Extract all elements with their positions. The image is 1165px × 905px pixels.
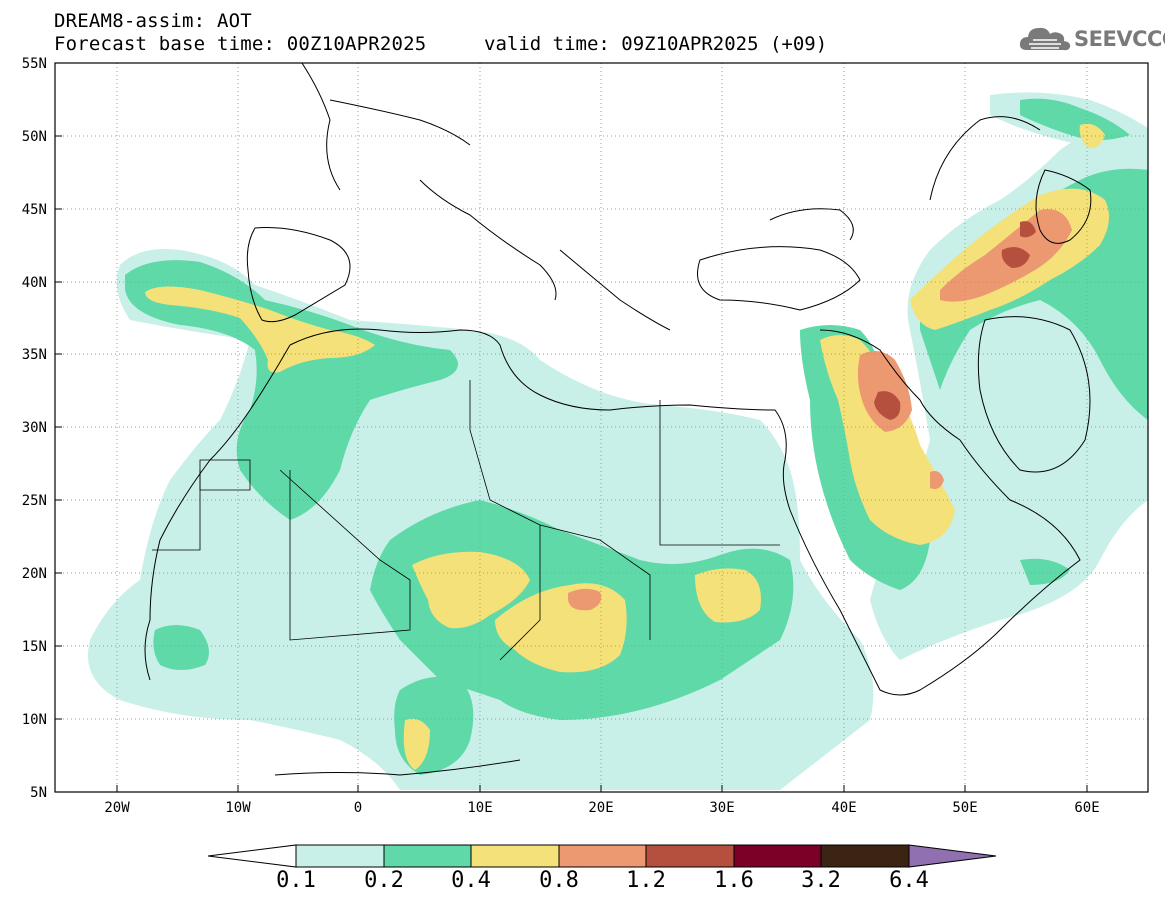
- lat-label: 45N: [22, 202, 47, 218]
- country-borders: [152, 380, 780, 661]
- colorbar-label: 0.2: [364, 868, 404, 893]
- logo-text: SEEVCCC: [1074, 27, 1165, 51]
- colorbar-swatch: [558, 844, 647, 868]
- colorbar-swatch: [733, 844, 822, 868]
- lat-label: 10N: [22, 712, 47, 728]
- colorbar-label: 3.2: [801, 868, 841, 893]
- colorbar-label: 0.1: [276, 868, 316, 893]
- lon-label: 20E: [588, 800, 613, 816]
- colorbar-label: 0.4: [451, 868, 491, 893]
- lat-label: 20N: [22, 566, 47, 582]
- lat-label: 30N: [22, 420, 47, 436]
- cloud-icon: [1019, 27, 1071, 51]
- seevccc-logo: SEEVCCC: [1017, 22, 1165, 58]
- lon-label: 20W: [104, 800, 130, 816]
- map-title: DREAM8-assim: AOT: [54, 10, 252, 32]
- coastlines: [144, 63, 1092, 776]
- colorbar-label: 1.6: [714, 868, 754, 893]
- colorbar-swatch: [645, 844, 735, 868]
- lat-label: 35N: [22, 347, 47, 363]
- forecast-base-time: Forecast base time: 00Z10APR2025: [54, 33, 427, 55]
- colorbar-swatch: [295, 844, 385, 868]
- colorbar-label: 0.8: [539, 868, 579, 893]
- colorbar: [207, 844, 997, 868]
- lat-label: 25N: [22, 493, 47, 509]
- lon-label: 0: [354, 800, 362, 816]
- lon-label: 30E: [709, 800, 734, 816]
- lon-label: 10E: [467, 800, 492, 816]
- lon-label: 50E: [952, 800, 977, 816]
- colorbar-swatch: [820, 844, 910, 868]
- colorbar-label: 6.4: [889, 868, 929, 893]
- lon-label: 40E: [831, 800, 856, 816]
- colorbar-high-arrow: [908, 844, 997, 868]
- lat-label: 50N: [22, 129, 47, 145]
- lat-label: 15N: [22, 639, 47, 655]
- aot-band-1-2: [874, 221, 1036, 420]
- valid-time: valid time: 09Z10APR2025 (+09): [484, 33, 828, 55]
- lon-label: 10W: [225, 800, 251, 816]
- colorbar-label: 1.2: [626, 868, 666, 893]
- colorbar-swatch: [383, 844, 472, 868]
- lat-label: 55N: [22, 56, 47, 72]
- lat-label: 40N: [22, 275, 47, 291]
- colorbar-low-arrow: [207, 844, 297, 868]
- lat-label: 5N: [30, 785, 47, 801]
- axis-ticks: [55, 62, 1088, 793]
- lon-label: 60E: [1074, 800, 1099, 816]
- colorbar-swatch: [470, 844, 560, 868]
